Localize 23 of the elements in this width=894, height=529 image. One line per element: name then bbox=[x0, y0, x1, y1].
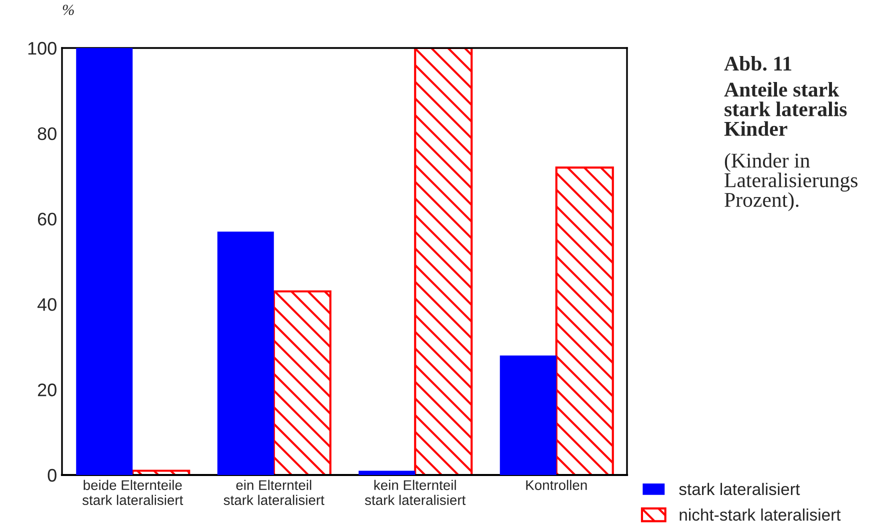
bar bbox=[555, 166, 614, 475]
bar bbox=[358, 470, 416, 475]
text: Anteile stark stark lateralis Kinder bbox=[724, 82, 847, 136]
y-axis-title: % bbox=[62, 4, 74, 16]
bar bbox=[76, 48, 133, 475]
x-tick-label: kein Elternteil stark lateralisiert bbox=[364, 480, 466, 506]
bar bbox=[414, 48, 473, 475]
y-tick-label: 40 bbox=[37, 298, 56, 311]
bar bbox=[217, 232, 274, 475]
y-tick-label: 80 bbox=[38, 127, 56, 140]
y-tick-label: 20 bbox=[38, 384, 56, 396]
legend-label: nicht-stark lateralisiert bbox=[680, 508, 841, 521]
x-tick-label: beide Elternteile stark lateralisiert bbox=[82, 480, 184, 506]
legend-label: stark lateralisiert bbox=[679, 482, 800, 496]
text: Abb. 11 bbox=[724, 56, 792, 71]
y-tick-label: 100 bbox=[28, 42, 56, 55]
y-tick-label: 0 bbox=[48, 468, 56, 482]
bar bbox=[272, 290, 332, 475]
text: (Kinder in Lateralisierungs Prozent). bbox=[724, 153, 858, 212]
x-tick-label: Kontrollen bbox=[526, 480, 587, 490]
bar bbox=[500, 355, 556, 475]
x-tick-label: ein Elternteil stark lateralisiert bbox=[224, 480, 324, 506]
y-tick-label: 60 bbox=[38, 212, 56, 226]
